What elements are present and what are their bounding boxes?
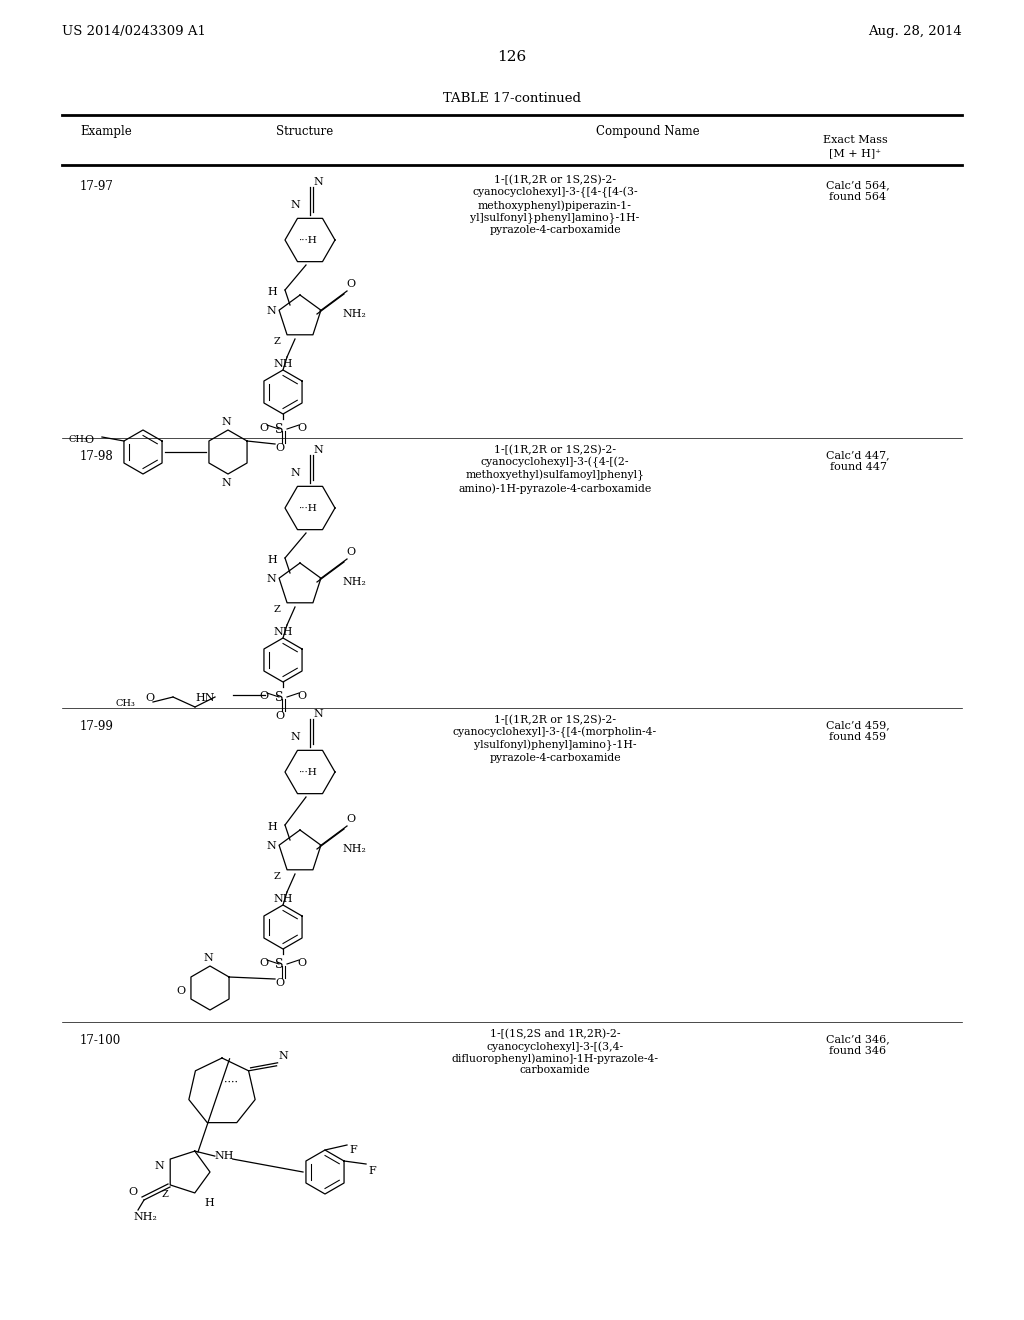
Text: H: H	[204, 1199, 214, 1208]
Text: 126: 126	[498, 50, 526, 63]
Text: 17-99: 17-99	[80, 719, 114, 733]
Text: Structure: Structure	[276, 125, 334, 139]
Text: Z: Z	[162, 1191, 169, 1199]
Text: O: O	[259, 422, 268, 433]
Text: O: O	[297, 958, 306, 968]
Text: ···H: ···H	[298, 768, 316, 777]
Text: 17-98: 17-98	[80, 450, 114, 463]
Text: 1-[(1R,2R or 1S,2S)-2-
cyanocyclohexyl]-3-{[4-{[4-(3-
methoxyphenyl)piperazin-1-: 1-[(1R,2R or 1S,2S)-2- cyanocyclohexyl]-…	[470, 176, 640, 235]
Text: Compound Name: Compound Name	[596, 125, 699, 139]
Text: Aug. 28, 2014: Aug. 28, 2014	[868, 25, 962, 38]
Text: S: S	[274, 422, 284, 436]
Text: NH₂: NH₂	[133, 1212, 157, 1222]
Text: N: N	[290, 201, 300, 210]
Text: TABLE 17-continued: TABLE 17-continued	[443, 92, 581, 106]
Text: Z: Z	[274, 337, 281, 346]
Text: CH₃: CH₃	[69, 436, 89, 444]
Text: S: S	[274, 690, 284, 704]
Text: ····: ····	[224, 1078, 238, 1088]
Text: O: O	[145, 693, 155, 704]
Text: NH₂: NH₂	[342, 843, 366, 854]
Text: NH₂: NH₂	[342, 577, 366, 587]
Text: N: N	[313, 445, 323, 455]
Text: N: N	[266, 841, 275, 851]
Text: NH: NH	[273, 359, 293, 370]
Text: NH: NH	[273, 627, 293, 638]
Text: N: N	[203, 953, 213, 964]
Text: F: F	[368, 1166, 376, 1176]
Text: Z: Z	[274, 873, 281, 880]
Text: H: H	[267, 554, 278, 565]
Text: N: N	[266, 574, 275, 583]
Text: 17-100: 17-100	[80, 1034, 121, 1047]
Text: found 459: found 459	[829, 733, 887, 742]
Text: O: O	[346, 546, 355, 557]
Text: NH₂: NH₂	[342, 309, 366, 319]
Text: N: N	[266, 306, 275, 315]
Text: O: O	[275, 444, 285, 453]
Text: Calc’d 564,: Calc’d 564,	[826, 180, 890, 190]
Text: Exact Mass: Exact Mass	[822, 135, 888, 145]
Text: 1-[(1S,2S and 1R,2R)-2-
cyanocyclohexyl]-3-[(3,4-
difluorophenyl)amino]-1H-pyraz: 1-[(1S,2S and 1R,2R)-2- cyanocyclohexyl]…	[452, 1030, 658, 1076]
Text: N: N	[221, 478, 230, 488]
Text: O: O	[275, 711, 285, 721]
Text: O: O	[275, 978, 285, 987]
Text: S: S	[274, 958, 284, 972]
Text: O: O	[346, 814, 355, 824]
Text: O: O	[346, 279, 355, 289]
Text: Calc’d 447,: Calc’d 447,	[826, 450, 890, 459]
Text: found 346: found 346	[829, 1045, 887, 1056]
Text: H: H	[267, 822, 278, 832]
Text: N: N	[221, 417, 230, 426]
Text: N: N	[290, 469, 300, 478]
Text: O: O	[259, 958, 268, 968]
Text: Example: Example	[80, 125, 132, 139]
Text: HN: HN	[196, 693, 215, 704]
Text: US 2014/0243309 A1: US 2014/0243309 A1	[62, 25, 206, 38]
Text: N: N	[154, 1162, 164, 1171]
Text: 17-97: 17-97	[80, 180, 114, 193]
Text: N: N	[313, 709, 323, 719]
Text: O: O	[128, 1187, 137, 1197]
Text: ···H: ···H	[298, 504, 316, 513]
Text: Calc’d 459,: Calc’d 459,	[826, 719, 890, 730]
Text: N: N	[290, 733, 300, 742]
Text: Calc’d 346,: Calc’d 346,	[826, 1034, 890, 1044]
Text: [M + H]⁺: [M + H]⁺	[829, 148, 881, 158]
Text: F: F	[349, 1144, 356, 1155]
Text: O: O	[84, 436, 93, 445]
Text: NH: NH	[215, 1151, 234, 1162]
Text: found 447: found 447	[829, 462, 887, 473]
Text: O: O	[176, 986, 185, 997]
Text: found 564: found 564	[829, 191, 887, 202]
Text: ···H: ···H	[298, 236, 316, 246]
Text: O: O	[259, 690, 268, 701]
Text: NH: NH	[273, 894, 293, 904]
Text: O: O	[297, 422, 306, 433]
Text: 1-[(1R,2R or 1S,2S)-2-
cyanocyclohexyl]-3-{[4-(morpholin-4-
ylsulfonyl)phenyl]am: 1-[(1R,2R or 1S,2S)-2- cyanocyclohexyl]-…	[453, 715, 657, 763]
Text: N: N	[313, 177, 323, 187]
Text: CH₃: CH₃	[115, 700, 135, 708]
Text: O: O	[297, 690, 306, 701]
Text: 1-[(1R,2R or 1S,2S)-2-
cyanocyclohexyl]-3-({4-[(2-
methoxyethyl)sulfamoyl]phenyl: 1-[(1R,2R or 1S,2S)-2- cyanocyclohexyl]-…	[459, 445, 651, 494]
Text: H: H	[267, 286, 278, 297]
Text: N: N	[279, 1051, 289, 1061]
Text: Z: Z	[274, 605, 281, 614]
